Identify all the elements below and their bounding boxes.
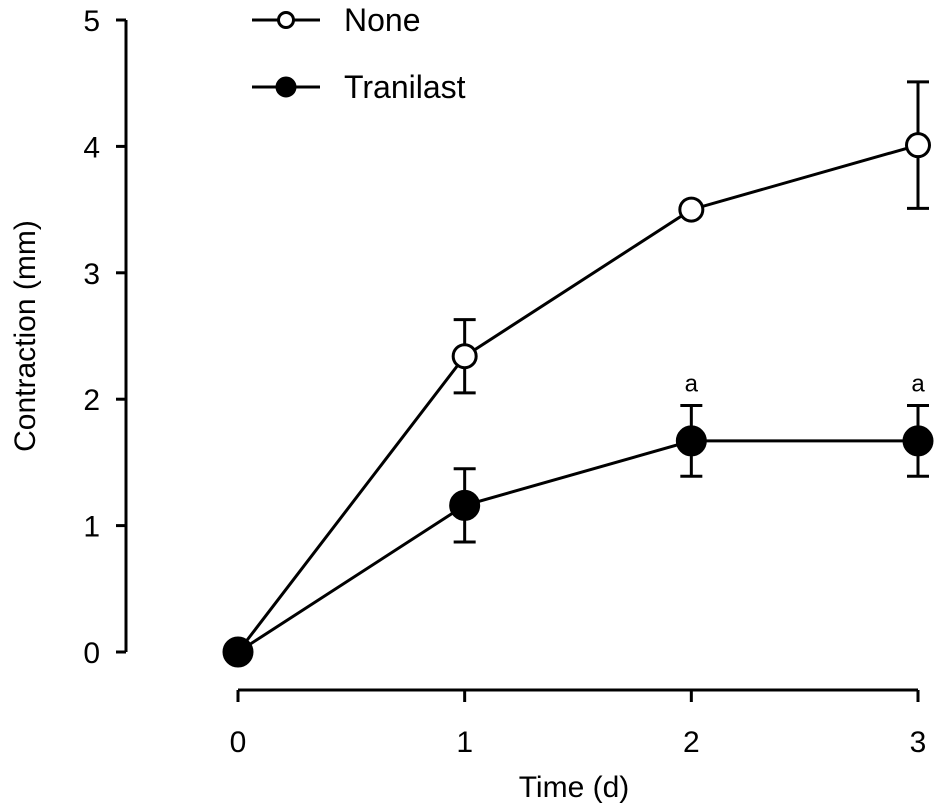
- y-tick-label: 3: [83, 258, 100, 291]
- x-tick-label: 2: [683, 726, 700, 759]
- data-point: [902, 425, 934, 457]
- legend: None Tranilast: [252, 2, 466, 105]
- legend-marker: [277, 11, 295, 29]
- y-tick-label: 2: [83, 384, 100, 417]
- significance-label: a: [911, 371, 925, 398]
- y-tick-label: 0: [83, 637, 100, 670]
- y-tick-label: 1: [83, 511, 100, 544]
- y-tick-label: 5: [83, 5, 100, 38]
- series-line: [237, 439, 918, 654]
- series-tranilast: [222, 404, 934, 668]
- x-axis-title: Time (d): [519, 771, 630, 804]
- data-point: [675, 425, 707, 457]
- data-point: [449, 489, 481, 521]
- y-axis-title: Contraction (mm): [9, 220, 42, 452]
- x-tick-label: 1: [456, 726, 473, 759]
- x-tick-label: 0: [230, 726, 247, 759]
- y-tick-label: 4: [83, 131, 100, 164]
- significance-label: a: [685, 371, 699, 398]
- data-point: [678, 196, 705, 223]
- x-tick-label: 3: [910, 726, 927, 759]
- data-point: [905, 132, 931, 159]
- axes: 0 1 2 3 4 5 0 1 2 3: [83, 5, 926, 759]
- legend-marker: [275, 76, 297, 98]
- data-point: [222, 636, 254, 668]
- data-point: [451, 343, 478, 370]
- legend-label: None: [344, 2, 421, 38]
- legend-label: Tranilast: [344, 69, 466, 105]
- series-line: [236, 143, 919, 653]
- series-none: [225, 80, 931, 665]
